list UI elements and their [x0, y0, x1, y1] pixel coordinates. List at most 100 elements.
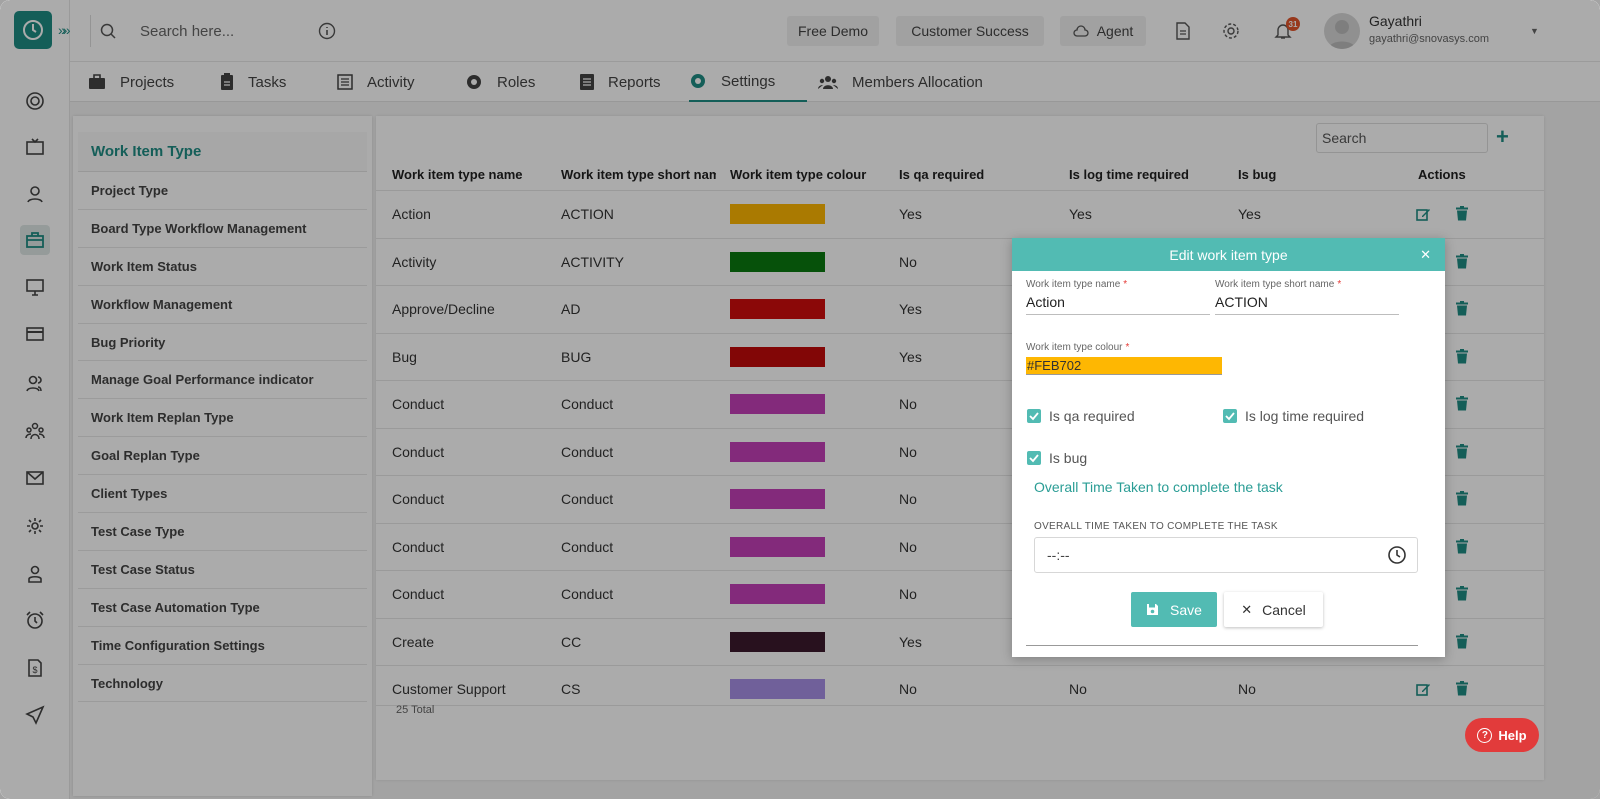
person-badge-icon[interactable] — [20, 559, 50, 589]
edit-icon[interactable] — [1416, 682, 1431, 701]
card-icon[interactable] — [20, 319, 50, 349]
app-logo[interactable] — [14, 11, 52, 49]
is-bug-checkbox[interactable]: Is bug — [1027, 450, 1087, 466]
tab-label: Settings — [721, 72, 776, 90]
delete-icon[interactable] — [1456, 586, 1468, 606]
user-icon[interactable] — [20, 179, 50, 209]
settings-item[interactable]: Goal Replan Type — [78, 437, 367, 476]
tab-activity[interactable]: Activity — [337, 62, 415, 102]
delete-icon[interactable] — [1456, 253, 1468, 274]
help-button[interactable]: ? Help — [1465, 718, 1539, 752]
cancel-button[interactable]: ✕ Cancel — [1224, 592, 1323, 627]
settings-item[interactable]: Manage Goal Performance indicator — [78, 361, 367, 400]
info-icon[interactable] — [318, 22, 336, 45]
save-button[interactable]: Save — [1131, 592, 1217, 627]
bell-icon[interactable] — [1272, 20, 1294, 42]
projects-nav-icon[interactable] — [20, 225, 50, 255]
table-cell: Yes — [899, 348, 922, 365]
table-cell: Bug — [392, 348, 417, 365]
table-cell: No — [899, 538, 917, 555]
send-icon[interactable] — [20, 700, 50, 730]
work-item-type-short-name-input[interactable]: ACTION — [1215, 294, 1399, 315]
list-icon — [337, 74, 353, 90]
delete-icon[interactable] — [1456, 491, 1468, 511]
table-cell: No — [899, 396, 917, 412]
name-field-label: Work item type name * — [1026, 279, 1127, 290]
expand-nav-icon[interactable]: »» — [58, 22, 70, 38]
settings-nav-icon[interactable] — [20, 511, 50, 541]
settings-item[interactable]: Technology — [78, 665, 367, 703]
tab-label: Reports — [608, 73, 661, 91]
settings-item[interactable]: Time Configuration Settings — [78, 627, 367, 665]
delete-icon[interactable] — [1456, 538, 1468, 559]
table-cell: Conduct — [561, 396, 614, 412]
avatar[interactable] — [1324, 13, 1360, 49]
settings-item[interactable]: Work Item Status — [78, 248, 367, 286]
free-demo-button[interactable]: Free Demo — [787, 16, 879, 46]
monitor-icon[interactable] — [20, 272, 50, 302]
document-icon[interactable] — [1172, 20, 1194, 42]
grid-search-input[interactable]: Search — [1316, 123, 1488, 153]
settings-item[interactable]: Work Item Replan Type — [78, 399, 367, 438]
search-icon[interactable] — [100, 23, 116, 44]
delete-icon[interactable] — [1456, 633, 1468, 654]
delete-icon[interactable] — [1456, 681, 1468, 701]
delete-icon[interactable] — [1456, 443, 1468, 464]
agent-button[interactable]: Agent — [1060, 16, 1146, 46]
tab-projects[interactable]: Projects — [88, 62, 174, 102]
customer-success-button[interactable]: Customer Success — [896, 16, 1044, 46]
alarm-icon[interactable] — [20, 605, 50, 635]
delete-icon[interactable] — [1456, 348, 1468, 369]
table-cell: Yes — [899, 301, 922, 317]
column-header[interactable]: Work item type short name — [561, 167, 716, 182]
users-icon[interactable] — [20, 368, 50, 398]
delete-icon[interactable] — [1456, 396, 1468, 416]
work-item-type-name-input[interactable]: Action — [1026, 294, 1210, 315]
dashboard-icon[interactable] — [20, 86, 50, 116]
settings-item[interactable]: Bug Priority — [78, 324, 367, 362]
is-qa-required-checkbox[interactable]: Is qa required — [1027, 408, 1135, 424]
settings-item[interactable]: Workflow Management — [78, 286, 367, 324]
global-search-input[interactable]: Search here... — [140, 23, 235, 40]
work-item-type-colour-input[interactable]: #FEB702 — [1026, 357, 1222, 375]
tv-icon[interactable] — [20, 132, 50, 162]
add-work-item-type-button[interactable]: + — [1496, 124, 1509, 149]
settings-item[interactable]: Client Types — [78, 475, 367, 514]
settings-item[interactable]: Test Case Status — [78, 551, 367, 589]
row-divider — [376, 380, 1544, 381]
tab-reports[interactable]: Reports — [580, 62, 661, 102]
tab-settings[interactable]: Settings — [689, 62, 807, 102]
column-header[interactable]: Is bug — [1238, 167, 1277, 182]
settings-item[interactable]: Test Case Automation Type — [78, 589, 367, 627]
close-icon[interactable]: ✕ — [1420, 247, 1431, 262]
edit-icon[interactable] — [1416, 207, 1431, 226]
row-divider — [376, 285, 1544, 286]
invoice-icon[interactable]: $ — [20, 653, 50, 683]
tab-roles[interactable]: Roles — [465, 62, 535, 102]
clock-icon[interactable] — [1387, 545, 1407, 568]
settings-item[interactable]: Board Type Workflow Management — [78, 210, 367, 248]
settings-item[interactable]: Project Type — [78, 172, 367, 210]
settings-item-work-item-type[interactable]: Work Item Type — [78, 132, 367, 172]
table-cell: Conduct — [392, 396, 445, 412]
overall-time-input[interactable]: --:-- — [1034, 537, 1418, 573]
is-log-time-required-checkbox[interactable]: Is log time required — [1223, 408, 1364, 424]
settings-item[interactable]: Test Case Type — [78, 513, 367, 551]
mail-icon[interactable] — [20, 463, 50, 493]
tab-members-allocation[interactable]: Members Allocation — [818, 62, 983, 102]
column-header[interactable]: Work item type colour — [730, 167, 867, 182]
delete-icon[interactable] — [1456, 206, 1468, 226]
user-name[interactable]: Gayathri — [1369, 13, 1422, 29]
short-name-field-label: Work item type short name * — [1215, 279, 1341, 290]
column-header[interactable]: Is log time required — [1069, 167, 1189, 182]
delete-icon[interactable] — [1456, 301, 1468, 321]
team-icon[interactable] — [20, 416, 50, 446]
clipboard-icon — [221, 73, 233, 90]
column-header[interactable]: Work item type name — [392, 167, 523, 182]
settings-gear-icon[interactable] — [1220, 20, 1242, 42]
user-menu-chevron-down-icon[interactable]: ▼ — [1530, 26, 1539, 36]
settings-menu: Work Item Type Project Type Board Type W… — [73, 116, 372, 796]
column-header[interactable]: Is qa required — [899, 167, 985, 182]
tab-tasks[interactable]: Tasks — [220, 62, 286, 102]
dialog-header: Edit work item type ✕ — [1012, 238, 1445, 271]
